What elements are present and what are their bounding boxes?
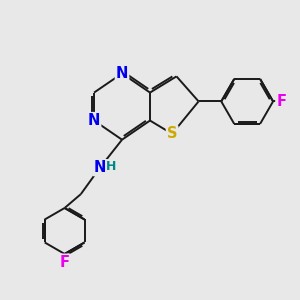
Text: N: N xyxy=(116,66,128,81)
Text: F: F xyxy=(60,255,70,270)
Text: F: F xyxy=(276,94,286,109)
Text: N: N xyxy=(88,113,100,128)
Text: H: H xyxy=(106,160,116,173)
Text: N: N xyxy=(94,160,106,175)
Text: S: S xyxy=(167,126,177,141)
